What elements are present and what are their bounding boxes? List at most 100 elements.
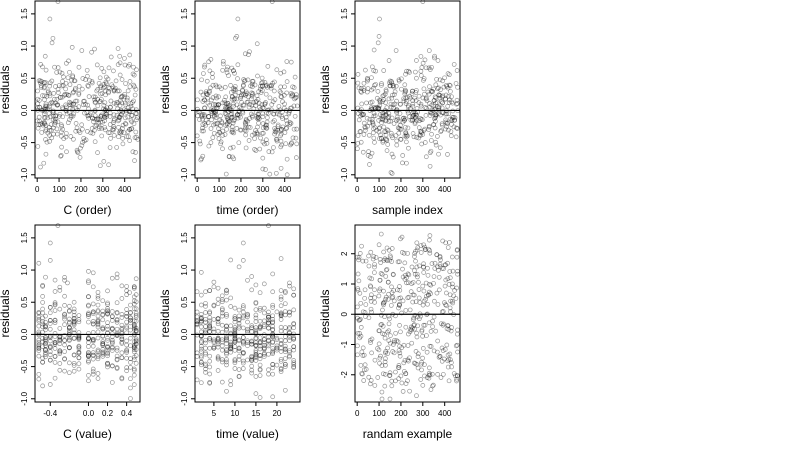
data-point <box>387 370 393 376</box>
data-point <box>131 82 136 88</box>
data-point <box>441 266 446 271</box>
data-point <box>37 105 42 110</box>
data-point <box>364 115 370 121</box>
data-point <box>225 116 231 122</box>
data-point <box>71 368 77 374</box>
data-point <box>86 359 91 365</box>
data-point <box>249 363 255 369</box>
data-point <box>41 111 47 117</box>
data-point <box>232 316 238 321</box>
data-point <box>207 371 213 377</box>
data-point <box>95 376 101 381</box>
data-point <box>108 136 113 141</box>
data-point <box>263 91 269 97</box>
data-point <box>47 133 52 138</box>
data-point <box>253 327 259 333</box>
data-point <box>402 260 408 266</box>
data-point <box>386 247 392 253</box>
data-point <box>210 75 215 80</box>
data-point <box>96 124 102 130</box>
data-point <box>249 84 255 90</box>
data-point <box>370 120 376 126</box>
data-point <box>373 82 378 87</box>
data-point <box>287 325 292 330</box>
data-point <box>432 55 437 61</box>
data-point <box>67 338 72 343</box>
data-point <box>434 100 440 105</box>
data-point <box>420 283 426 289</box>
data-point <box>286 111 292 117</box>
data-point <box>236 264 242 270</box>
data-point <box>368 378 374 383</box>
data-point <box>272 129 278 135</box>
data-point <box>450 284 455 290</box>
data-point <box>410 299 416 305</box>
data-point <box>226 109 231 114</box>
data-point <box>133 338 139 343</box>
data-point <box>47 93 53 99</box>
data-point <box>255 97 261 102</box>
data-point <box>281 92 287 98</box>
data-point <box>114 348 120 353</box>
data-point <box>411 292 417 298</box>
data-point <box>433 328 439 334</box>
data-point <box>76 350 82 356</box>
data-point <box>229 114 235 120</box>
data-point <box>36 345 42 351</box>
data-point <box>43 340 48 346</box>
data-point <box>282 289 288 294</box>
data-point <box>57 338 63 344</box>
data-point <box>76 83 82 89</box>
data-point <box>47 318 53 323</box>
data-point <box>396 130 402 136</box>
data-point <box>47 258 53 263</box>
y-tick-label: 0.0 <box>20 328 29 340</box>
data-point <box>434 252 440 258</box>
data-point <box>422 140 428 145</box>
data-point <box>278 90 284 96</box>
data-point <box>288 120 294 126</box>
data-point <box>390 92 395 98</box>
data-point <box>261 337 267 342</box>
y-tick-label: 1.0 <box>180 40 189 52</box>
data-point <box>432 107 438 113</box>
data-point <box>384 136 389 142</box>
x-tick-label: 10 <box>230 409 239 418</box>
data-point <box>128 103 134 109</box>
data-point <box>131 382 137 387</box>
data-point <box>392 101 398 107</box>
data-point <box>52 302 58 308</box>
data-point <box>422 91 427 97</box>
data-point <box>427 67 433 72</box>
data-point <box>426 124 432 130</box>
data-point <box>114 113 120 118</box>
data-point <box>249 287 255 293</box>
y-tick-label: 0.5 <box>340 72 349 84</box>
data-point <box>284 121 290 127</box>
data-point <box>266 320 271 326</box>
data-point <box>207 329 213 334</box>
data-point <box>80 140 85 145</box>
data-point <box>397 287 403 293</box>
data-point <box>357 290 363 296</box>
data-point <box>38 164 43 170</box>
data-point <box>403 130 409 136</box>
data-point <box>237 104 242 110</box>
x-tick-label: 300 <box>96 185 110 194</box>
data-point <box>108 98 114 104</box>
data-point <box>257 335 263 341</box>
data-point <box>442 300 447 305</box>
data-point <box>232 336 238 341</box>
data-point <box>62 349 67 354</box>
data-point <box>229 127 235 133</box>
data-point <box>378 132 383 138</box>
data-point <box>210 135 216 141</box>
data-point <box>47 382 53 387</box>
plot-frame <box>34 224 141 403</box>
data-point <box>414 271 420 277</box>
data-point <box>240 325 246 331</box>
data-point <box>53 113 58 119</box>
data-point <box>369 99 375 105</box>
data-point <box>444 111 449 117</box>
data-point <box>106 85 111 90</box>
